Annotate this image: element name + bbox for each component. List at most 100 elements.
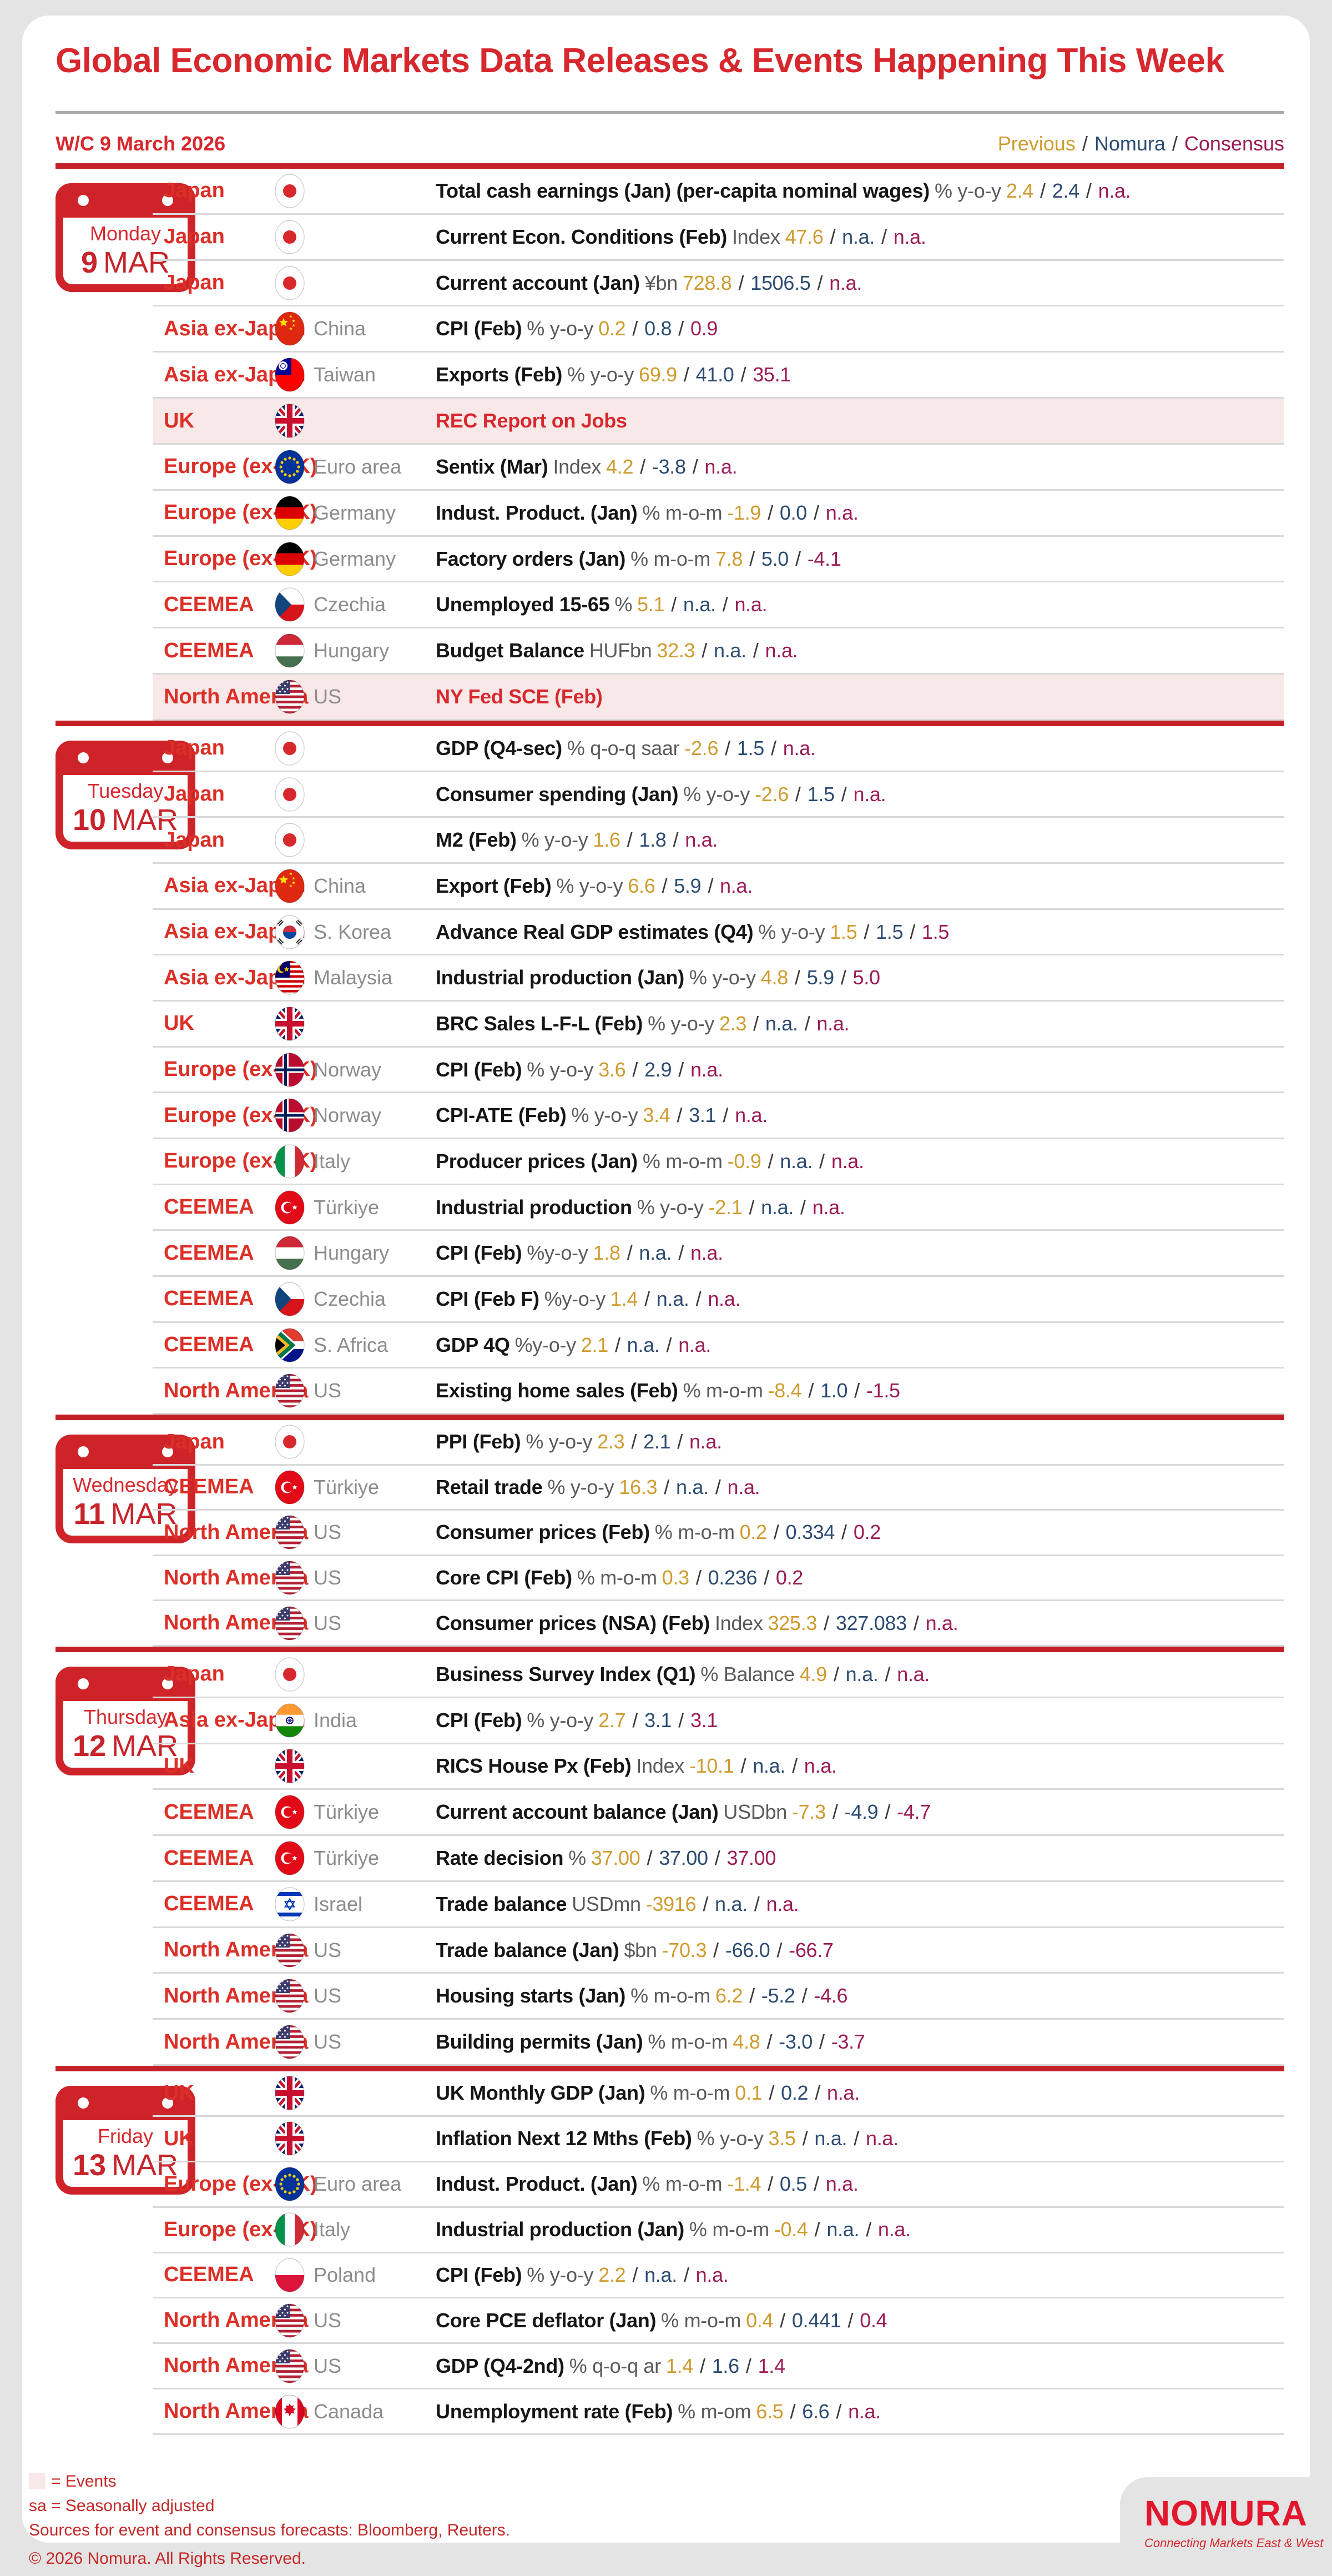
hungary-flag-icon [275, 1236, 314, 1270]
value-separator: / [866, 2218, 871, 2241]
value-consensus: n.a. [766, 1892, 799, 1915]
legend-separator: / [1082, 132, 1088, 155]
value-consensus: 0.2 [775, 1566, 804, 1589]
event-cell: Business Survey Index (Q1)% Balance 4.9/n… [436, 1663, 1284, 1686]
value-nomura: n.a. [761, 1195, 794, 1219]
day-rows: Japan GDP (Q4-sec)% q-o-q saar -2.6/1.5/n.… [153, 726, 1284, 1415]
value-nomura: 37.00 [659, 1847, 708, 1870]
value-previous: -2.6 [755, 782, 789, 806]
event-title: Trade balance (Jan) [436, 1938, 619, 1961]
value-nomura: 1.5 [876, 920, 904, 943]
calendar-date-month: MAR [112, 2149, 179, 2182]
country-label: China [314, 317, 366, 340]
japan-flag-icon [275, 823, 314, 857]
event-cell: Factory orders (Jan)% m-o-m 7.8 / 5.0 / -4.1 [436, 547, 1284, 571]
event-unit: % m-o-m [642, 501, 723, 524]
value-separator: / [631, 1430, 637, 1453]
calendar-icon: Monday 9 MAR [56, 183, 195, 292]
event-title: GDP (Q4-sec) [436, 736, 562, 759]
nomura-tagline: Connecting Markets East & West [1144, 2536, 1324, 2550]
event-cell: Indust. Product. (Jan)% m-o-m -1.4/0.5/n.… [436, 2172, 1284, 2196]
value-previous: -1.9 [727, 501, 761, 524]
value-nomura: 0.5 [779, 2172, 807, 2196]
value-previous: 0.2 [598, 317, 626, 340]
region-label: North America [164, 1611, 309, 1635]
region-label: Japan [164, 736, 225, 760]
value-consensus: n.a. [825, 2172, 859, 2196]
country-label: S. Korea [314, 920, 392, 943]
country-label: Czechia [314, 1287, 386, 1310]
event-unit: HUFbn [589, 639, 652, 662]
value-separator: / [819, 1149, 825, 1173]
calendar-date-month: MAR [112, 1729, 179, 1763]
value-separator: / [678, 1058, 684, 1081]
value-nomura: 1.5 [736, 736, 765, 759]
value-consensus: -4.6 [814, 1984, 848, 2008]
value-consensus: -4.1 [807, 547, 841, 570]
event-title: Export (Feb) [436, 874, 552, 897]
event-title: Budget Balance [436, 639, 584, 662]
value-separator: / [800, 1195, 806, 1219]
country-label: US [314, 1611, 342, 1634]
region-label: North America [164, 1378, 309, 1402]
value-separator: / [749, 1984, 755, 2008]
region-label: North America [164, 1520, 309, 1544]
value-previous: 5.1 [637, 593, 665, 616]
value-consensus: n.a. [804, 1754, 837, 1778]
value-separator: / [749, 547, 755, 570]
value-separator: / [738, 271, 744, 294]
value-separator: / [771, 736, 776, 759]
japan-flag-icon [275, 174, 314, 208]
value-previous: 3.6 [598, 1058, 626, 1081]
event-unit: % m-o-m [683, 1379, 763, 1402]
country-label: US [314, 1938, 342, 1961]
event-unit: % y-o-y [527, 2263, 594, 2286]
event-cell: Indust. Product. (Jan)% m-o-m -1.9 / 0.0 / n.… [436, 501, 1284, 525]
value-separator: / [847, 2308, 854, 2332]
country-label: Taiwan [314, 363, 376, 386]
calendar-day-name: Friday [97, 2125, 154, 2147]
country-label: US [314, 2030, 342, 2054]
value-consensus: n.a. [765, 639, 798, 662]
value-separator: / [802, 2127, 808, 2150]
value-separator: / [754, 1892, 760, 1915]
czechia-flag-icon [275, 1282, 314, 1316]
value-consensus: -66.7 [789, 1938, 834, 1961]
country-label: US [314, 1566, 342, 1589]
value-nomura: 41.0 [695, 363, 734, 386]
region-label: Europe (ex-UK) [164, 501, 317, 525]
event-title: CPI (Feb) [436, 1058, 522, 1081]
table-row: CEEMEA Hungary Budget Balance HUFbn 32.3 / n.a… [153, 628, 1284, 675]
value-separator: / [780, 2308, 785, 2332]
value-nomura: 2.4 [1052, 179, 1079, 202]
value-separator: / [627, 1241, 633, 1265]
value-separator: / [715, 1475, 721, 1498]
value-separator: / [700, 2354, 705, 2377]
event-cell: Unemployment rate (Feb)% m-om 6.5/6.6/n.a… [436, 2400, 1284, 2423]
region-label: Europe (ex-UK) [164, 2217, 317, 2241]
calendar-day-name: Tuesday [87, 779, 164, 802]
day-section-monday: Monday 9 MAR Japan Total cash earnings (Jan)… [22, 163, 1310, 721]
region-label: Japan [164, 179, 225, 203]
japan-flag-icon [275, 1657, 314, 1692]
table-row: UK UK Monthly GDP (Jan)% m-o-m 0.1/0.2/n.a… [153, 2071, 1284, 2117]
country-label: Canada [314, 2399, 384, 2423]
region-label: North America [164, 2354, 309, 2378]
value-separator: / [881, 225, 887, 248]
value-nomura: 0.334 [785, 1521, 835, 1544]
event-cell: Budget Balance HUFbn 32.3 / n.a. / n.a. [436, 639, 1284, 662]
event-unit: % y-o-y [527, 1058, 594, 1081]
value-previous: 3.5 [768, 2127, 796, 2150]
value-consensus: 1.5 [921, 920, 950, 943]
value-separator: / [841, 782, 847, 806]
event-cell: Consumer prices (Feb)% m-o-m 0.2/0.334/0.… [436, 1521, 1284, 1544]
value-previous: 4.9 [799, 1662, 827, 1686]
value-nomura: -4.9 [844, 1800, 879, 1824]
table-row: Japan Total cash earnings (Jan) (per-capi… [153, 169, 1284, 215]
region-label: North America [164, 1984, 309, 2008]
malaysia-flag-icon [275, 960, 314, 995]
value-separator: / [795, 782, 801, 806]
value-nomura: 6.6 [802, 2399, 830, 2423]
value-nomura: n.a. [814, 2127, 847, 2150]
